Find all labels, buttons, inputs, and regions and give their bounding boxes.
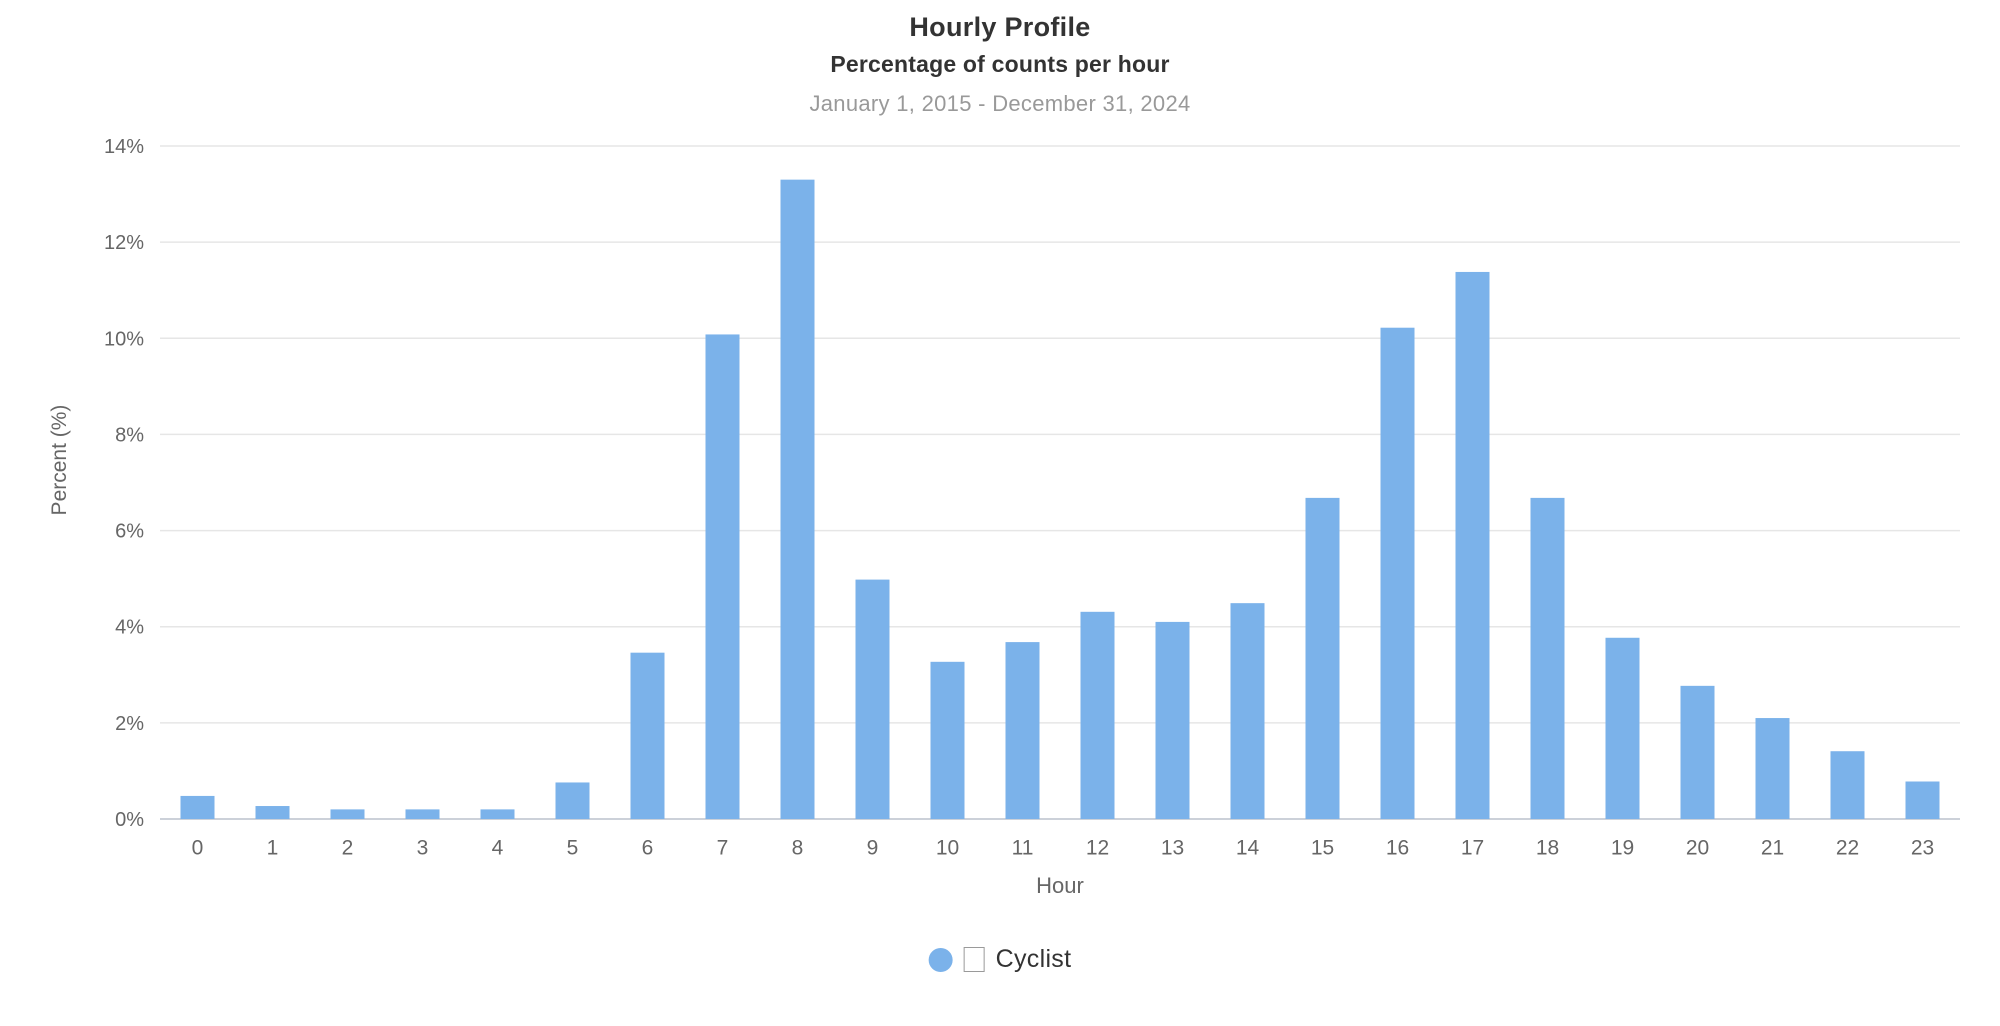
x-tick-label: 6	[642, 836, 654, 859]
x-tick-label: 14	[1236, 836, 1260, 859]
x-tick-label: 22	[1836, 836, 1859, 859]
x-tick-label: 1	[267, 836, 279, 859]
x-tick-label: 7	[717, 836, 729, 859]
y-tick-label: 4%	[115, 617, 144, 639]
x-tick-label: 0	[192, 836, 204, 859]
bar-hour-17[interactable]	[1455, 271, 1490, 819]
x-tick-label: 21	[1761, 836, 1784, 859]
bar-hour-20[interactable]	[1680, 685, 1715, 819]
x-tick-label: 11	[1012, 836, 1034, 859]
legend-item-cyclist[interactable]: Cyclist	[928, 945, 1072, 974]
x-tick-label: 5	[567, 836, 579, 859]
bar-hour-13[interactable]	[1155, 621, 1190, 819]
bar-hour-3[interactable]	[405, 809, 440, 819]
bar-hour-12[interactable]	[1080, 611, 1115, 819]
bar-hour-7[interactable]	[705, 334, 740, 819]
legend-circle-marker-icon	[928, 947, 953, 972]
x-tick-label: 19	[1611, 836, 1634, 859]
bar-hour-5[interactable]	[555, 782, 590, 819]
x-tick-label: 4	[492, 836, 504, 859]
y-tick-label: 10%	[104, 328, 144, 350]
bar-hour-8[interactable]	[780, 179, 815, 819]
chart-subtitle: Percentage of counts per hour	[830, 51, 1170, 77]
x-tick-label: 17	[1461, 836, 1484, 859]
legend-label: Cyclist	[995, 945, 1072, 973]
bar-hour-2[interactable]	[330, 809, 365, 819]
bar-hour-18[interactable]	[1530, 497, 1565, 819]
bar-hour-23[interactable]	[1905, 781, 1940, 819]
y-tick-label: 8%	[115, 424, 144, 446]
x-tick-label: 2	[342, 836, 354, 859]
chart-date-range: January 1, 2015 - December 31, 2024	[809, 91, 1191, 116]
x-axis-title: Hour	[1036, 873, 1084, 898]
x-tick-label: 10	[936, 836, 959, 859]
bar-hour-6[interactable]	[630, 652, 665, 819]
y-tick-label: 0%	[115, 809, 144, 831]
x-tick-label: 15	[1311, 836, 1334, 859]
bar-hour-19[interactable]	[1605, 637, 1640, 819]
y-tick-label: 6%	[115, 521, 144, 543]
x-tick-label: 18	[1536, 836, 1559, 859]
x-tick-label: 12	[1086, 836, 1109, 859]
y-tick-label: 2%	[115, 713, 144, 735]
bar-hour-22[interactable]	[1830, 751, 1865, 819]
x-tick-label: 9	[867, 836, 879, 859]
chart-title: Hourly Profile	[909, 12, 1091, 42]
bar-hour-14[interactable]	[1230, 603, 1265, 819]
bar-hour-10[interactable]	[930, 661, 965, 819]
bar-hour-0[interactable]	[180, 795, 215, 819]
bar-hour-4[interactable]	[480, 809, 515, 819]
x-tick-label: 8	[792, 836, 804, 859]
x-tick-label: 3	[417, 836, 429, 859]
x-tick-label: 13	[1161, 836, 1184, 859]
bar-hour-21[interactable]	[1755, 718, 1790, 819]
x-tick-label: 16	[1386, 836, 1409, 859]
missing-glyph-box-icon	[963, 947, 985, 972]
bar-hour-1[interactable]	[255, 806, 290, 819]
y-tick-label: 14%	[104, 136, 144, 158]
bar-hour-16[interactable]	[1380, 327, 1415, 819]
y-axis-title: Percent (%)	[48, 405, 71, 516]
x-tick-label: 23	[1911, 836, 1934, 859]
bar-hour-11[interactable]	[1005, 642, 1040, 819]
bar-hour-15[interactable]	[1305, 497, 1340, 819]
x-tick-label: 20	[1686, 836, 1709, 859]
y-tick-label: 12%	[104, 232, 144, 254]
bar-hour-9[interactable]	[855, 579, 890, 819]
